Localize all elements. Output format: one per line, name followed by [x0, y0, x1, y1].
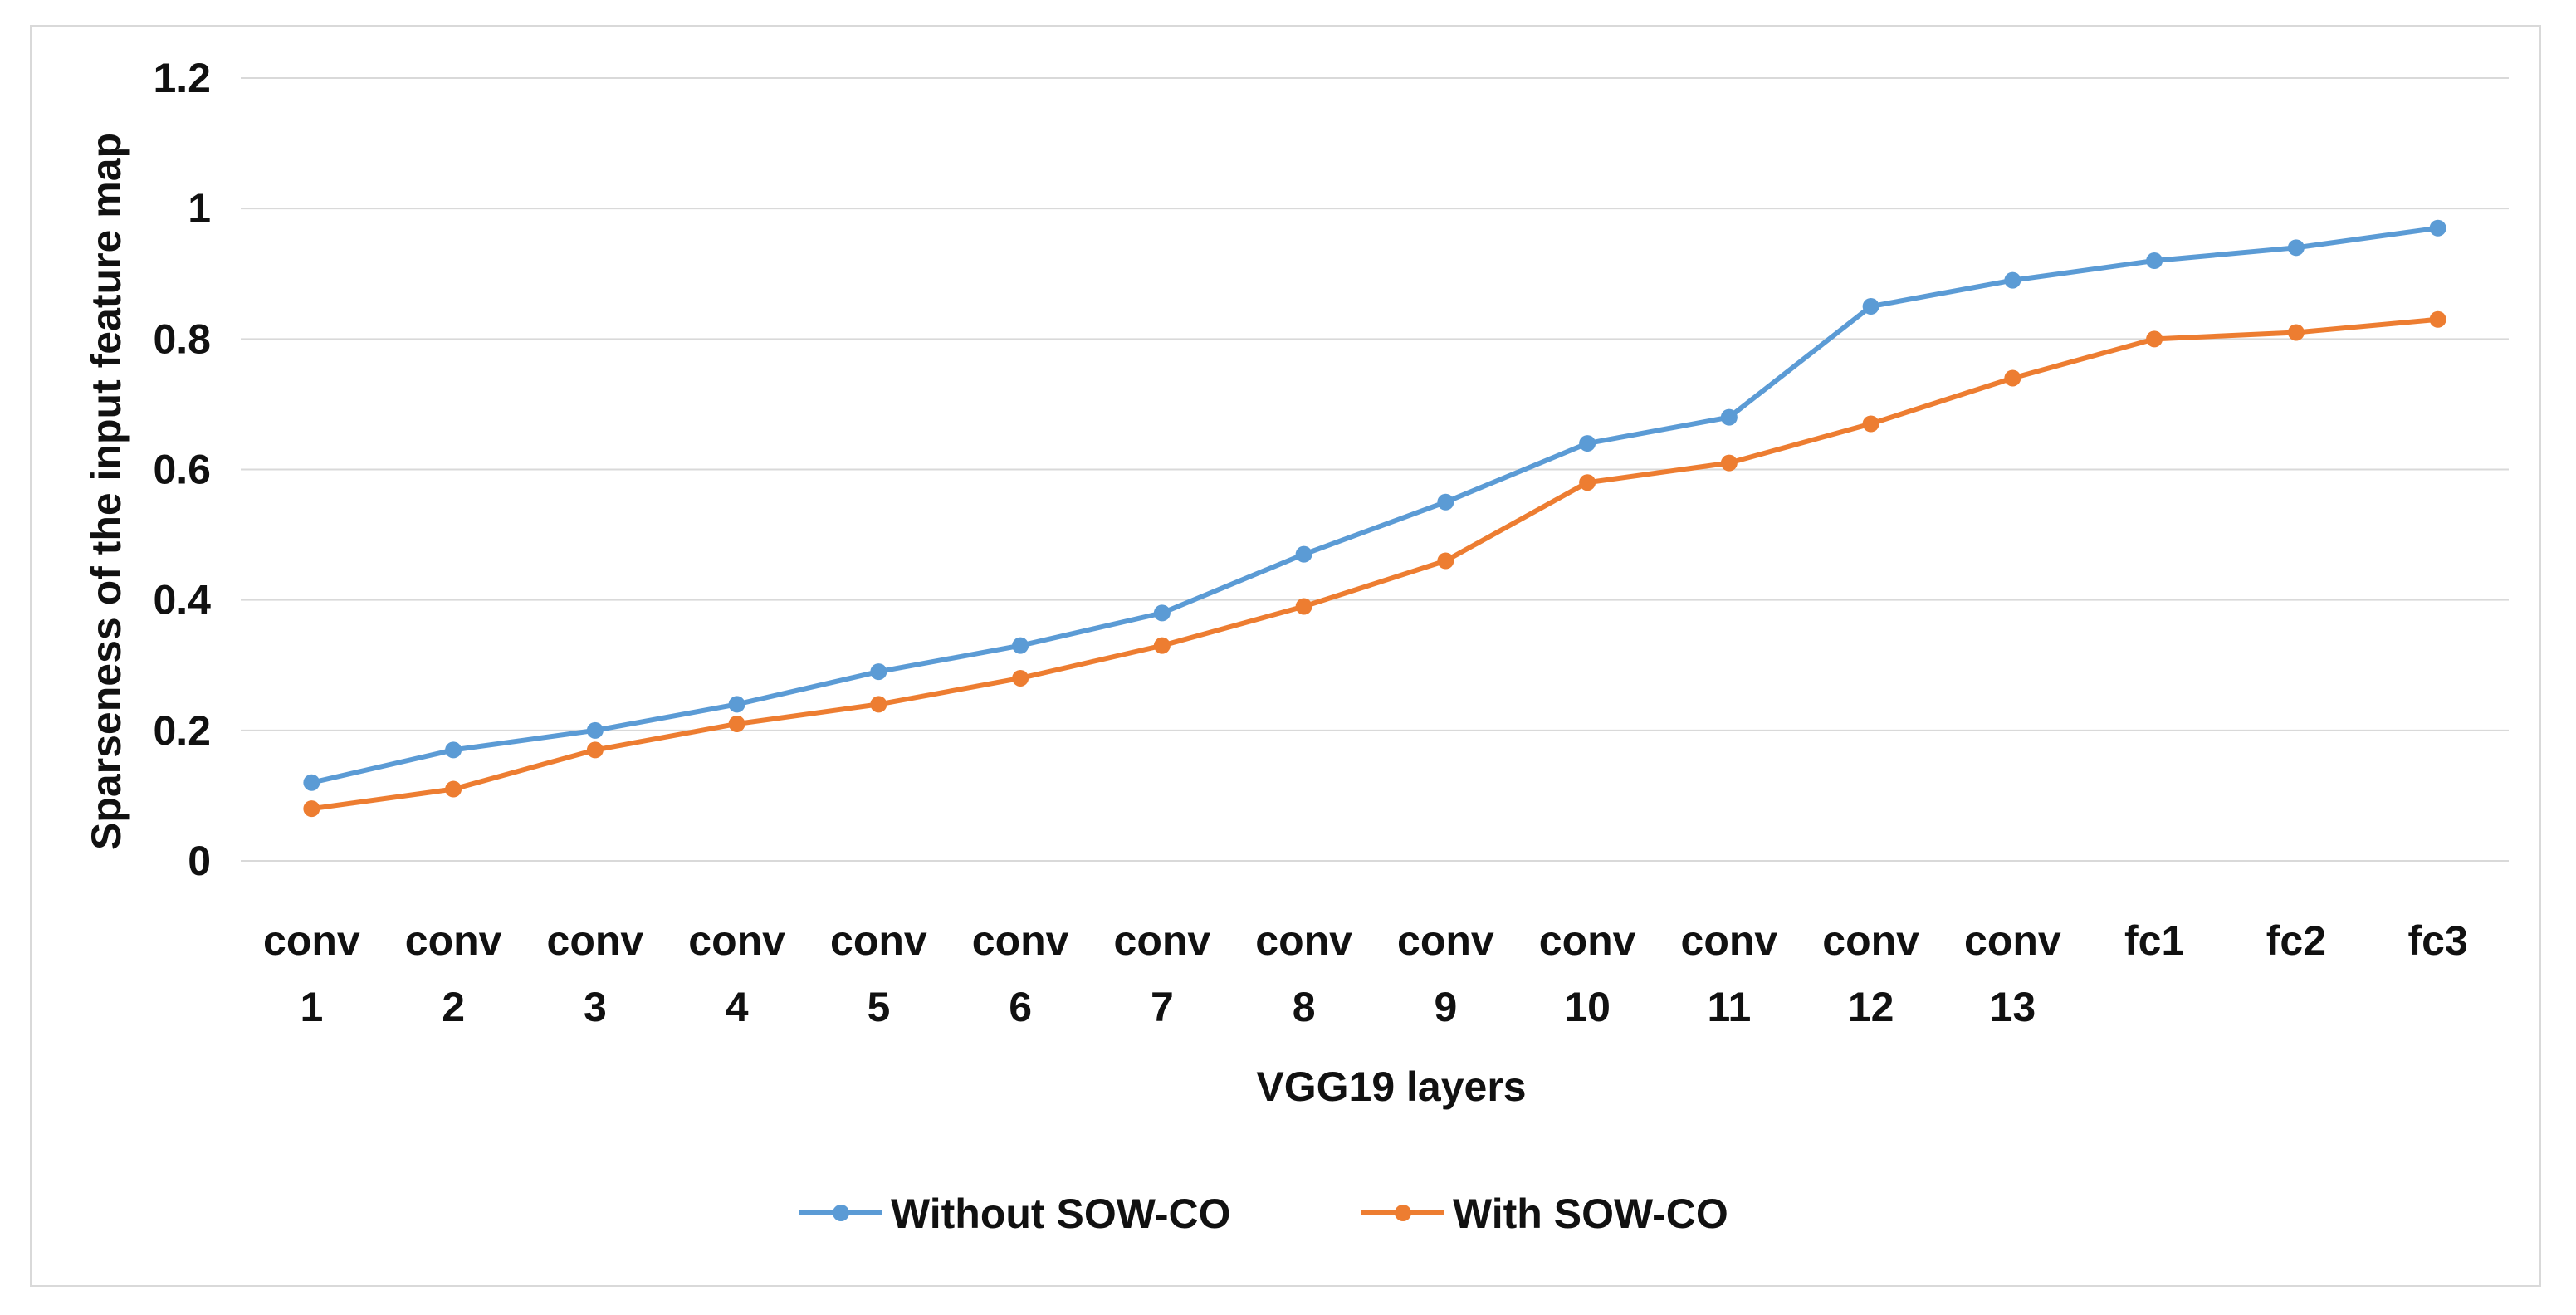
x-tick-label: conv 13 — [1964, 917, 2061, 1030]
data-point — [870, 696, 887, 713]
y-tick-label: 0.8 — [153, 315, 211, 362]
x-tick-label: conv 12 — [1822, 917, 1919, 1030]
y-tick-label: 1 — [188, 185, 211, 232]
x-tick-label: conv 3 — [547, 917, 644, 1030]
x-tick-label: conv 5 — [830, 917, 927, 1030]
x-tick-label: conv 1 — [263, 917, 360, 1030]
x-tick-labels: conv 1 conv 2 conv 3 conv 4 conv 5 conv 6 conv 7 conv 8… — [263, 917, 2468, 1030]
data-point — [1579, 435, 1596, 452]
data-point — [2429, 219, 2446, 237]
chart-frame — [30, 25, 2541, 1287]
y-tick-label: 1.2 — [153, 55, 211, 101]
legend-swatch-marker — [833, 1205, 849, 1221]
data-series — [303, 219, 2446, 818]
gridlines — [241, 77, 2509, 862]
series-without-sow-co — [303, 219, 2446, 791]
legend-label-with-sow-co: With SOW-CO — [1453, 1190, 1728, 1237]
data-point — [2287, 324, 2305, 341]
x-tick-label: conv 9 — [1397, 917, 1494, 1030]
data-point — [586, 721, 604, 739]
data-point — [1579, 474, 1596, 491]
data-point — [445, 780, 462, 798]
x-axis-title: VGG19 layers — [1256, 1063, 1526, 1110]
y-tick-label: 0 — [188, 838, 211, 884]
legend-label-without-sow-co: Without SOW-CO — [891, 1190, 1231, 1237]
data-point — [1862, 415, 1879, 433]
data-point — [445, 741, 462, 759]
series-line — [310, 316, 2438, 812]
data-point — [303, 774, 320, 791]
legend-entry-without-sow-co: Without SOW-CO — [799, 1190, 1231, 1237]
legend: Without SOW-CO With SOW-CO — [799, 1190, 1728, 1237]
legend-entry-with-sow-co: With SOW-CO — [1361, 1190, 1728, 1237]
data-point — [1012, 637, 1029, 654]
y-tick-label: 0.6 — [153, 447, 211, 493]
y-axis-title: Sparseness of the input feature map — [83, 133, 130, 850]
data-point — [1720, 408, 1738, 426]
x-tick-label: fc2 — [2266, 917, 2326, 964]
data-point — [2287, 239, 2305, 257]
data-point — [1862, 298, 1879, 315]
x-tick-label: conv 4 — [688, 917, 785, 1030]
x-tick-label: conv 6 — [972, 917, 1069, 1030]
data-point — [870, 663, 887, 681]
data-point — [1720, 454, 1738, 472]
data-point — [1437, 493, 1454, 511]
data-point — [728, 696, 745, 713]
data-point — [1295, 545, 1312, 563]
data-point — [1295, 598, 1312, 615]
x-tick-label: fc3 — [2407, 917, 2467, 964]
y-tick-labels: 0 0.2 0.4 0.6 0.8 1 1.2 — [153, 55, 211, 884]
legend-swatch-marker — [1395, 1205, 1411, 1221]
x-tick-label: conv 2 — [405, 917, 502, 1030]
x-tick-label: fc1 — [2124, 917, 2184, 964]
x-tick-label: conv 7 — [1114, 917, 1211, 1030]
y-tick-label: 0.4 — [153, 577, 211, 623]
data-point — [303, 800, 320, 818]
data-point — [2004, 271, 2021, 289]
data-point — [2004, 369, 2021, 387]
data-point — [728, 715, 745, 732]
data-point — [2146, 252, 2163, 270]
data-point — [1153, 604, 1171, 622]
y-tick-label: 0.2 — [153, 707, 211, 754]
data-point — [2429, 310, 2446, 328]
series-with-sow-co — [303, 310, 2446, 818]
x-tick-label: conv 8 — [1255, 917, 1352, 1030]
data-point — [1153, 637, 1171, 654]
x-tick-label: conv 11 — [1681, 917, 1778, 1030]
data-point — [586, 741, 604, 759]
data-point — [1012, 669, 1029, 687]
series-line — [310, 225, 2439, 785]
data-point — [1437, 552, 1454, 570]
x-tick-label: conv 10 — [1539, 917, 1636, 1030]
data-point — [2146, 330, 2163, 348]
